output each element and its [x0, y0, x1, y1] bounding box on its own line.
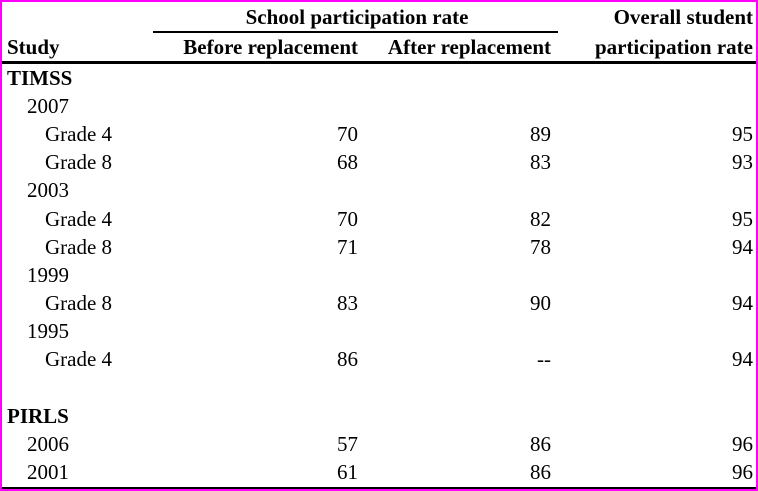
- after-replacement-cell: 90: [530, 291, 551, 316]
- before-replacement-cell: 70: [337, 206, 358, 231]
- after-replacement-cell: 78: [530, 234, 551, 259]
- table-row: TIMSS: [2, 64, 756, 92]
- study-cell: Grade 8: [45, 234, 113, 259]
- study-cell: 2006: [27, 432, 69, 457]
- column-header-before-replacement: Before replacement: [183, 34, 358, 59]
- study-cell: 1999: [27, 262, 69, 287]
- after-replacement-cell: 82: [530, 206, 551, 231]
- table-row: PIRLS: [2, 402, 756, 430]
- header-overall-student-line1: Overall student: [613, 5, 753, 29]
- table-row: Grade 8 83 90 94: [2, 290, 756, 318]
- before-replacement-cell: 68: [337, 150, 358, 175]
- table-header-row-1: School participation rate Overall studen…: [2, 2, 756, 33]
- study-cell: TIMSS: [7, 65, 73, 90]
- study-cell: PIRLS: [7, 403, 69, 428]
- table-row: 2007: [2, 92, 756, 120]
- study-cell: 2001: [27, 460, 69, 485]
- before-replacement-cell: 61: [337, 460, 358, 485]
- table-bottom-rule: [2, 486, 756, 489]
- study-cell: 1995: [27, 319, 69, 344]
- overall-rate-cell: 94: [732, 347, 753, 372]
- table-row: 1995: [2, 318, 756, 346]
- before-replacement-cell: 57: [337, 432, 358, 457]
- before-replacement-cell: 70: [337, 121, 358, 146]
- table-row: Grade 4 70 82 95: [2, 205, 756, 233]
- header-spacer: [2, 2, 160, 33]
- overall-rate-cell: 94: [732, 234, 753, 259]
- before-replacement-cell: 71: [337, 234, 358, 259]
- after-replacement-cell: 83: [530, 150, 551, 175]
- table-row: Grade 8 71 78 94: [2, 233, 756, 261]
- overall-rate-cell: 94: [732, 291, 753, 316]
- after-replacement-cell: 86: [530, 432, 551, 457]
- group-header-school-participation-rate: School participation rate: [153, 2, 558, 33]
- table-row: 2001 61 86 96: [2, 459, 756, 487]
- after-replacement-cell: 89: [530, 121, 551, 146]
- study-cell: 2007: [27, 93, 69, 118]
- study-cell: Grade 4: [45, 121, 113, 146]
- study-cell: Grade 4: [45, 347, 113, 372]
- column-header-study: Study: [7, 34, 60, 59]
- table-row: 2003: [2, 177, 756, 205]
- table-body: TIMSS 2007 Grade 4 70 89 95 Grade 8 68 8…: [2, 64, 756, 487]
- table-header-row-2: Study Before replacement After replaceme…: [2, 33, 756, 61]
- after-replacement-cell: --: [537, 347, 551, 372]
- study-cell: Grade 4: [45, 206, 113, 231]
- overall-rate-cell: 95: [732, 206, 753, 231]
- overall-rate-cell: 96: [732, 432, 753, 457]
- table-row: [2, 374, 756, 402]
- before-replacement-cell: 86: [337, 347, 358, 372]
- table-row: 1999: [2, 261, 756, 289]
- overall-rate-cell: 93: [732, 150, 753, 175]
- overall-rate-cell: 95: [732, 121, 753, 146]
- after-replacement-cell: 86: [530, 460, 551, 485]
- table-row: 2006 57 86 96: [2, 430, 756, 458]
- table-row: Grade 4 86 -- 94: [2, 346, 756, 374]
- study-cell: Grade 8: [45, 291, 113, 316]
- header-overall-student-line2: participation rate: [594, 34, 753, 59]
- table-row: Grade 4 70 89 95: [2, 120, 756, 148]
- overall-rate-cell: 96: [732, 460, 753, 485]
- column-header-after-replacement: After replacement: [387, 34, 551, 59]
- before-replacement-cell: 83: [337, 291, 358, 316]
- study-cell: Grade 8: [45, 150, 113, 175]
- study-cell: 2003: [27, 178, 69, 203]
- header-divider-rule: [2, 61, 756, 64]
- table-row: Grade 8 68 83 93: [2, 149, 756, 177]
